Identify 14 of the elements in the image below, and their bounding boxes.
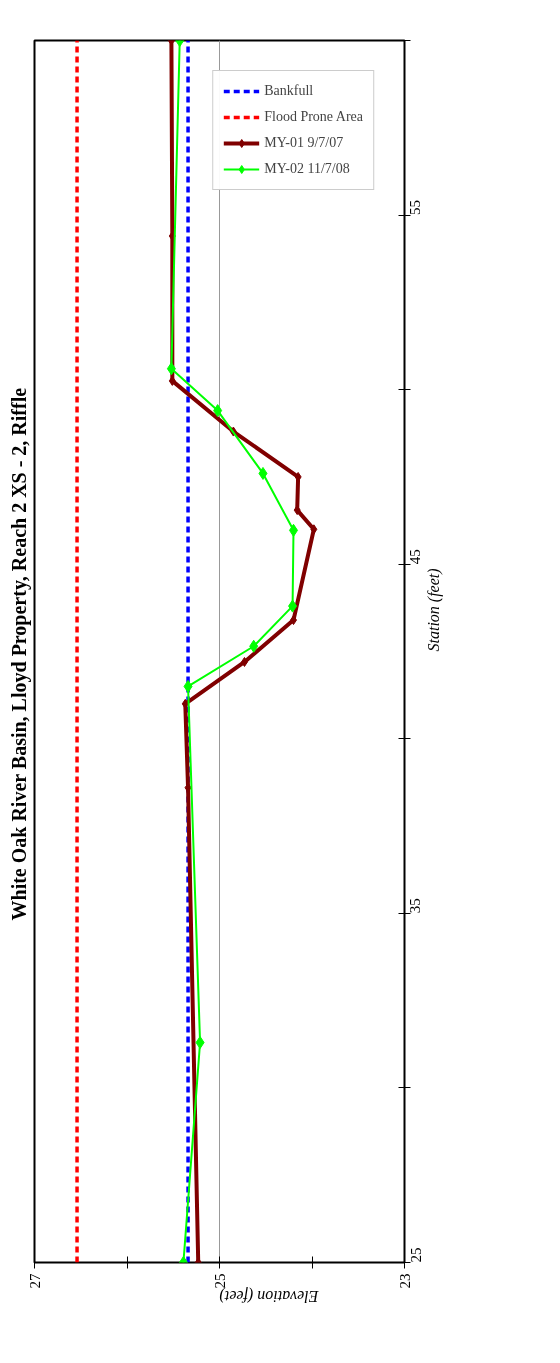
legend-label: MY-02 11/7/08 bbox=[264, 161, 350, 177]
x-axis-title: Elevation (feet) bbox=[219, 1287, 320, 1305]
y-tick-label: 55 bbox=[407, 200, 424, 216]
y-tick-label: 25 bbox=[407, 1247, 424, 1263]
legend-label: Flood Prone Area bbox=[264, 109, 363, 125]
x-tick-label: 23 bbox=[396, 1273, 413, 1289]
x-tick-label: 25 bbox=[211, 1273, 228, 1289]
legend-label: Bankfull bbox=[264, 83, 314, 99]
legend-label: MY-01 9/7/07 bbox=[264, 135, 344, 151]
text: White Oak River Basin, Lloyd Property, Reach 2 XS - 2, Riffle bbox=[7, 387, 31, 921]
y-axis-title: Station (feet) bbox=[425, 568, 443, 652]
x-tick-label: 27 bbox=[26, 1273, 43, 1289]
y-tick-label: 45 bbox=[407, 549, 424, 565]
y-tick-label: 35 bbox=[407, 898, 424, 914]
